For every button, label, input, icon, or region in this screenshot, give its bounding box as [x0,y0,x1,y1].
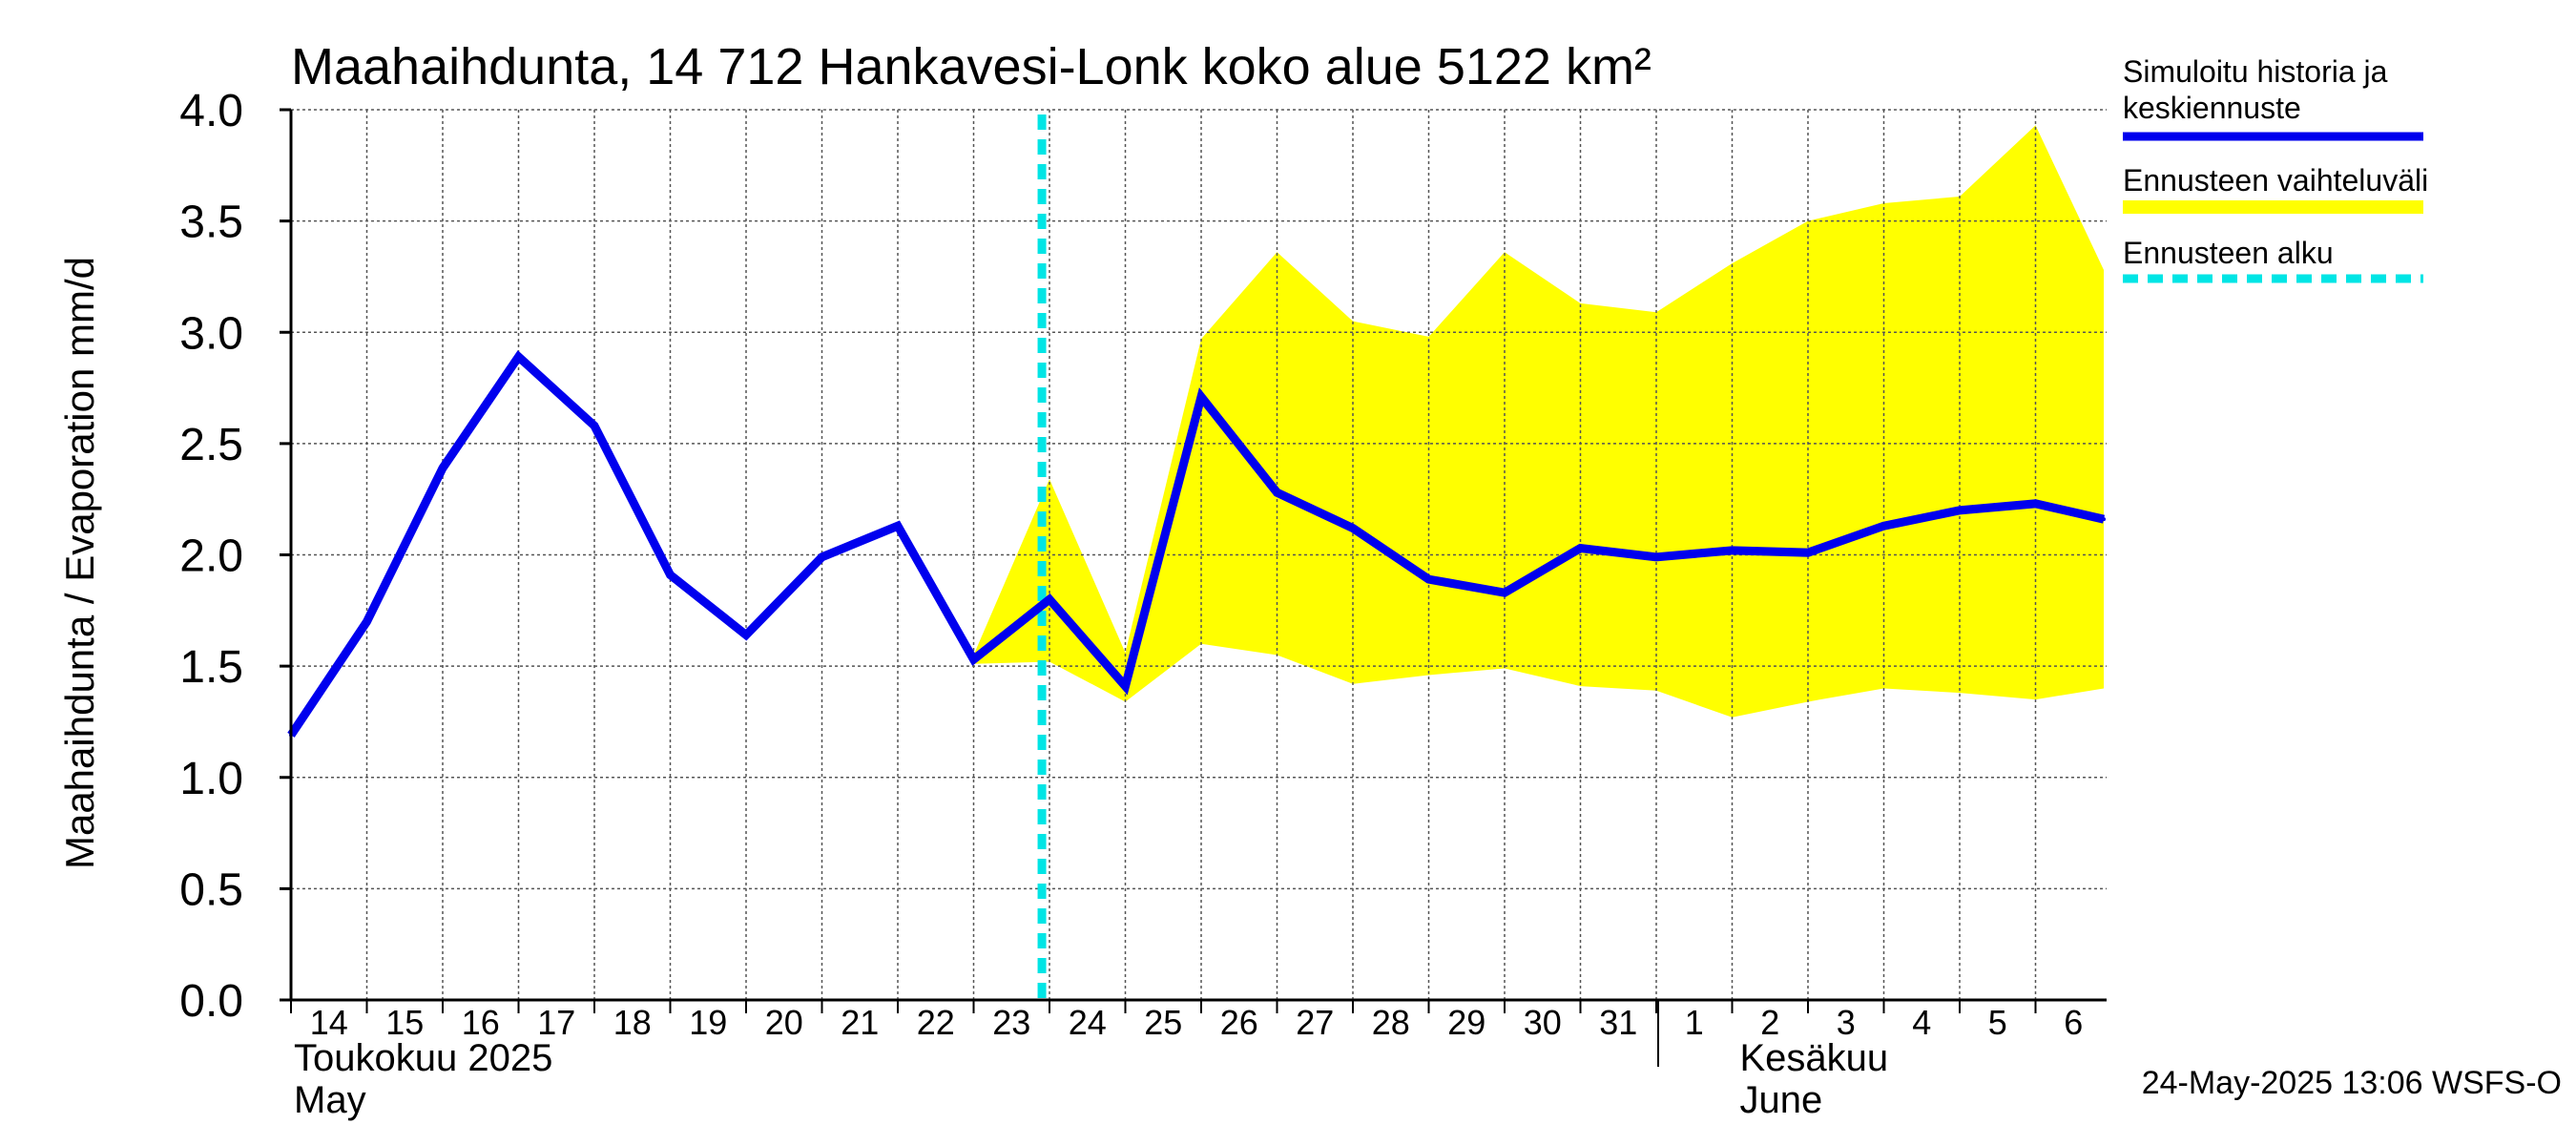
series-point [364,619,369,624]
axes-layer: 0.00.51.01.52.02.53.03.54.014 15 16 17 18 19 2… [179,86,2107,1121]
series-point [1123,684,1128,689]
series-point [1199,394,1203,399]
month-label: Kesäkuu [1740,1037,1889,1079]
x-tick-label: 6 [2064,1003,2083,1042]
x-tick-label: 1 [1685,1003,1704,1042]
y-tick-label: 2.0 [179,531,243,582]
x-tick-label: 29 [1447,1003,1485,1042]
x-tick-label: 25 [1144,1003,1182,1042]
x-tick-label: 21 [841,1003,879,1042]
series-point [1503,591,1506,595]
footer-timestamp: 24-May-2025 13:06 WSFS-O [2142,1065,2562,1101]
x-tick-label: 16 [462,1003,500,1042]
series-point [1578,546,1583,551]
series-point [1654,554,1658,559]
x-tick-label: 18 [613,1003,652,1042]
series-point [1730,548,1735,552]
x-tick-label: 27 [1296,1003,1334,1042]
x-tick-label: 22 [917,1003,955,1042]
series-point [820,554,824,559]
x-tick-label: 15 [385,1003,424,1042]
x-tick-label: 28 [1372,1003,1410,1042]
x-tick-label: 23 [992,1003,1030,1042]
series-point [1958,508,1962,512]
series-point [1275,490,1279,495]
x-tick-label: 26 [1220,1003,1258,1042]
month-label-english: May [294,1079,366,1121]
series-point [592,424,596,428]
x-tick-label: 14 [310,1003,348,1042]
x-tick-label: 30 [1524,1003,1562,1042]
month-label-english: June [1740,1079,1823,1121]
series-point [1806,551,1810,555]
y-tick-label: 3.0 [179,308,243,359]
series-point [516,354,521,359]
x-tick-label: 3 [1837,1003,1856,1042]
series-point [441,466,445,470]
series-point [668,572,673,577]
month-label: Toukokuu 2025 [294,1037,552,1079]
series-point [1881,524,1886,529]
x-tick-label: 17 [537,1003,575,1042]
y-tick-label: 1.0 [179,754,243,804]
series-point [1048,597,1051,602]
series-point [1351,526,1355,531]
series-point [896,524,900,529]
y-tick-label: 4.0 [179,86,243,136]
series-point [744,633,748,637]
series-point [2102,517,2107,522]
y-tick-label: 0.5 [179,864,243,915]
y-axis-label: Maahaihdunta / Evaporation mm/d [57,257,102,869]
series-point [2033,501,2038,506]
x-tick-label: 4 [1912,1003,1931,1042]
legend-swatch-range [2123,200,2423,214]
chart-title: Maahaihdunta, 14 712 Hankavesi-Lonk koko… [291,38,1652,95]
series-point [1426,577,1431,582]
x-tick-label: 5 [1988,1003,2007,1042]
y-tick-label: 1.5 [179,642,243,693]
y-tick-label: 0.0 [179,976,243,1027]
x-tick-label: 31 [1599,1003,1637,1042]
x-tick-label: 19 [689,1003,727,1042]
legend-label-forecast-start: Ennusteen alku [2123,236,2334,270]
x-tick-label: 2 [1760,1003,1779,1042]
x-tick-label: 24 [1069,1003,1107,1042]
forecast-range-band [973,125,2105,718]
series-point [971,657,976,662]
forecast-range-band-layer [973,125,2105,718]
x-tick-label: 20 [765,1003,803,1042]
legend-label-range: Ennusteen vaihteluväli [2123,163,2428,198]
legend: Simuloitu historia ja keskiennuste Ennuste… [2123,54,2428,283]
y-tick-label: 3.5 [179,198,243,248]
legend-label-simulated: Simuloitu historia ja keskiennuste [2123,54,2388,125]
y-tick-label: 2.5 [179,420,243,470]
